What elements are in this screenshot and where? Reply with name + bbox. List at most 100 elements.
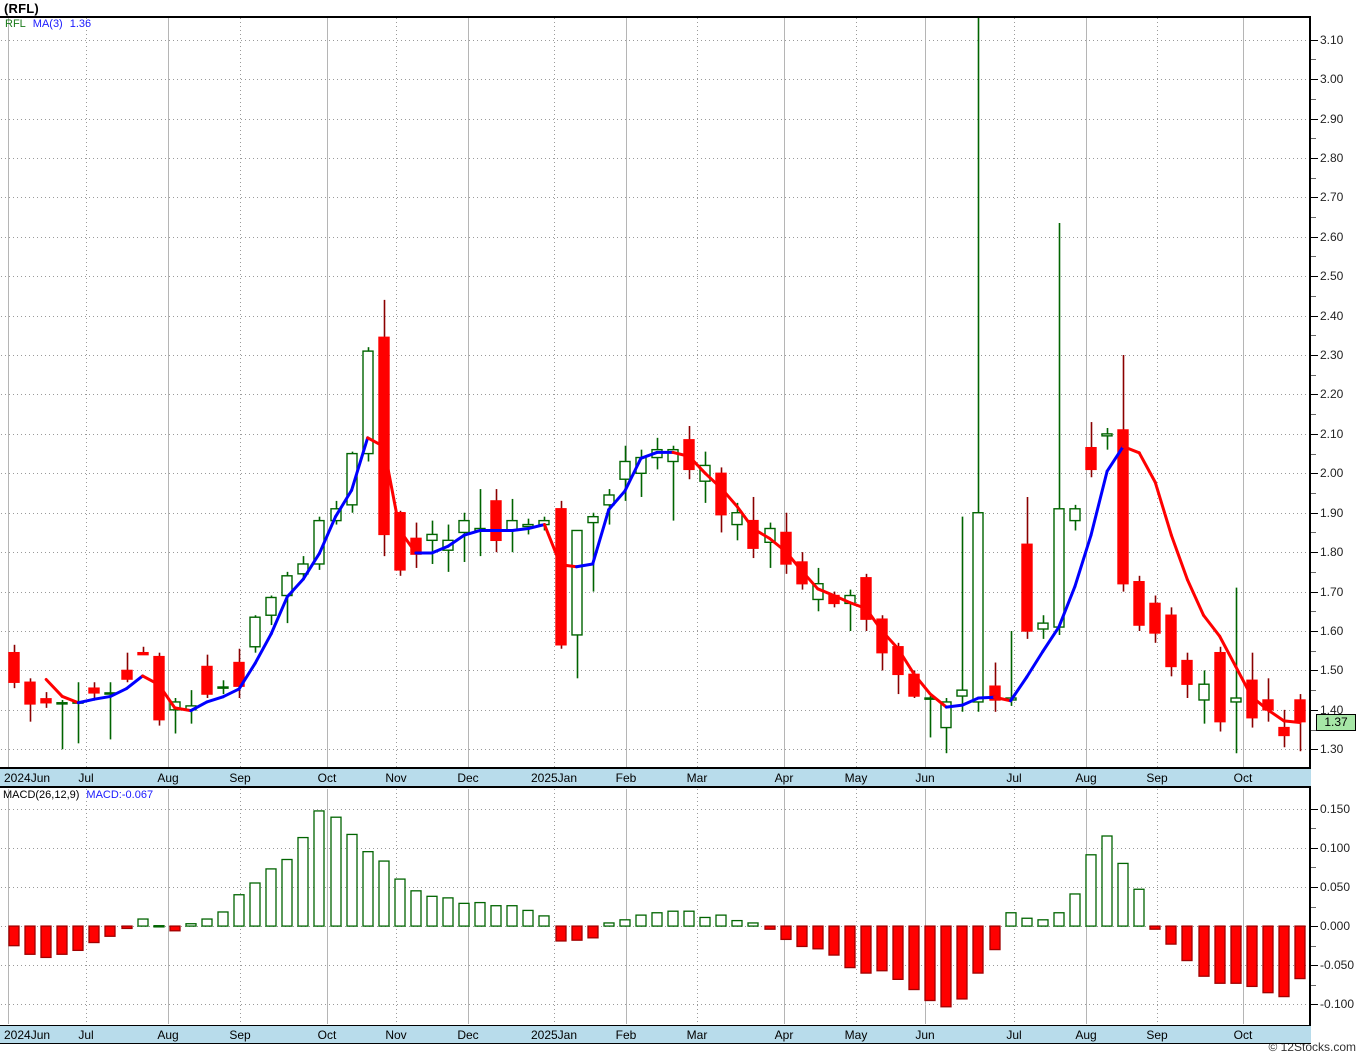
price-legend: RFL MA(3) 1.36 bbox=[5, 18, 91, 30]
candlestick bbox=[1181, 652, 1193, 699]
candlestick bbox=[458, 512, 470, 563]
ma-line-segment bbox=[157, 683, 177, 710]
candlestick bbox=[1069, 504, 1081, 531]
x-axis-label: Aug bbox=[157, 1028, 179, 1042]
macd-axis-label: 0.100 bbox=[1320, 841, 1351, 855]
price-axis-minor-tick bbox=[1311, 651, 1316, 652]
macd-bar bbox=[249, 882, 261, 927]
ma-line-segment bbox=[430, 544, 450, 555]
candlestick bbox=[410, 522, 422, 568]
macd-bar bbox=[555, 925, 567, 942]
candlestick bbox=[972, 18, 984, 712]
ma-line-segment bbox=[510, 527, 530, 532]
price-axis-minor-tick bbox=[1311, 454, 1316, 455]
candlestick bbox=[522, 518, 534, 535]
candlestick bbox=[249, 615, 261, 653]
ma-line-segment bbox=[526, 523, 546, 531]
candlestick bbox=[587, 512, 599, 592]
candlestick bbox=[88, 682, 100, 699]
macd-bar bbox=[1181, 925, 1193, 962]
candlestick bbox=[1117, 355, 1129, 592]
macd-bar bbox=[522, 909, 534, 927]
ma-line-segment bbox=[1073, 533, 1093, 588]
price-axis-tick bbox=[1311, 237, 1318, 238]
ma-line-segment bbox=[591, 508, 611, 566]
price-axis-label: 2.20 bbox=[1320, 387, 1344, 401]
ma-line-segment bbox=[928, 692, 948, 709]
ma-line-segment bbox=[1153, 480, 1173, 537]
price-axis-minor-tick bbox=[1311, 178, 1316, 179]
macd-bar bbox=[346, 833, 358, 927]
macd-bar bbox=[860, 925, 872, 974]
x-axis-label: Feb bbox=[615, 771, 637, 785]
macd-axis-tick bbox=[1311, 887, 1318, 888]
ma-line-segment bbox=[784, 549, 804, 573]
candlestick bbox=[1198, 670, 1210, 724]
x-axis-label: May bbox=[844, 771, 868, 785]
price-axis-minor-tick bbox=[1311, 414, 1316, 415]
x-axis-label: Oct bbox=[317, 771, 337, 785]
x-axis-label: Jul bbox=[78, 771, 94, 785]
candlestick bbox=[1165, 607, 1177, 677]
candlestick bbox=[1101, 427, 1113, 450]
macd-bar bbox=[1149, 925, 1161, 930]
macd-bar bbox=[940, 925, 952, 1008]
price-axis-label: 2.00 bbox=[1320, 466, 1344, 480]
price-axis-label: 2.30 bbox=[1320, 348, 1344, 362]
price-axis-tick bbox=[1311, 316, 1318, 317]
ma-line-segment bbox=[253, 632, 273, 665]
candlestick bbox=[8, 644, 20, 689]
price-axis-minor-tick bbox=[1311, 256, 1316, 257]
macd-axis-tick bbox=[1311, 1004, 1318, 1005]
macd-bar bbox=[812, 925, 824, 950]
price-axis-minor-tick bbox=[1311, 296, 1316, 297]
macd-bar bbox=[297, 836, 309, 927]
macd-bar bbox=[1246, 925, 1258, 988]
ma-line-segment bbox=[76, 697, 96, 705]
ma-line-segment bbox=[1266, 708, 1286, 723]
x-axis-label: Oct bbox=[317, 1028, 337, 1042]
ma-line-segment bbox=[1057, 584, 1077, 629]
ma-line-segment bbox=[285, 577, 305, 599]
ma-line-segment bbox=[1137, 451, 1157, 484]
ma-line-segment bbox=[912, 672, 932, 696]
x-axis-label: Apr bbox=[774, 771, 794, 785]
macd-bar bbox=[892, 925, 904, 980]
macd-axis-label: -0.050 bbox=[1320, 958, 1355, 972]
ma-line-segment bbox=[719, 486, 739, 509]
ma-line-segment bbox=[976, 695, 997, 700]
macd-bar bbox=[217, 911, 229, 927]
price-axis-tick bbox=[1311, 710, 1318, 711]
macd-bar bbox=[1214, 925, 1226, 984]
price-axis-tick bbox=[1311, 513, 1318, 514]
ma-line-segment bbox=[301, 551, 321, 581]
macd-bar bbox=[410, 890, 422, 927]
macd-bar bbox=[56, 925, 68, 955]
macd-axis-tick bbox=[1311, 965, 1318, 966]
ma-line-segment bbox=[960, 696, 980, 707]
macd-bar bbox=[1085, 854, 1097, 927]
macd-bar bbox=[426, 895, 438, 927]
macd-bar bbox=[1021, 917, 1033, 927]
x-axis-label: Dec bbox=[457, 1028, 479, 1042]
macd-bar bbox=[201, 918, 213, 927]
price-axis-tick bbox=[1311, 119, 1318, 120]
macd-bar bbox=[538, 915, 550, 927]
candlestick bbox=[346, 451, 358, 513]
macd-bar bbox=[24, 925, 36, 955]
macd-bar bbox=[1037, 919, 1049, 927]
x-axis-label: May bbox=[844, 1028, 868, 1042]
ma-line-segment bbox=[703, 471, 723, 490]
candlestick bbox=[24, 678, 36, 722]
ma-line-segment bbox=[1089, 469, 1109, 537]
ma-line-segment bbox=[944, 703, 964, 709]
x-axis-label: 2025Jan bbox=[530, 1028, 578, 1042]
macd-value-label: MACD:-0.067 bbox=[86, 789, 154, 801]
macd-bar bbox=[683, 910, 695, 927]
macd-bar bbox=[72, 925, 84, 952]
macd-bar bbox=[442, 897, 454, 927]
price-axis-minor-tick bbox=[1311, 99, 1316, 100]
x-axis-label: Sep bbox=[229, 1028, 251, 1042]
price-axis-label: 1.80 bbox=[1320, 545, 1344, 559]
price-axis-tick bbox=[1311, 355, 1318, 356]
